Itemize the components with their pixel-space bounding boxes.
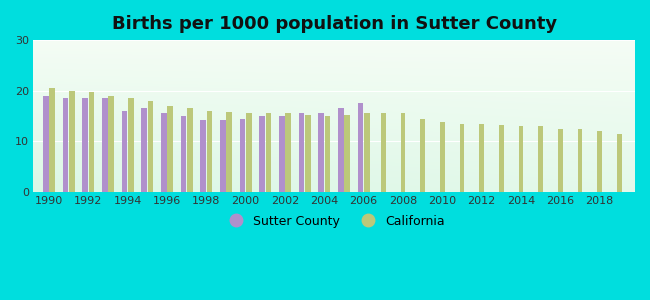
Bar (187, 108, 192, 192)
Bar (597, 131, 602, 192)
Bar (246, 113, 252, 192)
Bar (266, 113, 271, 192)
Bar (338, 108, 344, 192)
Bar (69, 91, 75, 192)
Bar (325, 116, 330, 192)
Bar (460, 124, 464, 192)
Bar (318, 113, 324, 192)
Bar (381, 113, 385, 192)
Bar (538, 126, 543, 192)
Bar (89, 92, 94, 192)
Bar (344, 115, 350, 192)
Bar (142, 108, 147, 192)
Bar (364, 113, 370, 192)
Bar (161, 113, 166, 192)
Bar (168, 106, 173, 192)
Bar (305, 115, 311, 192)
Bar (148, 101, 153, 192)
Bar (299, 113, 304, 192)
Bar (400, 113, 406, 192)
Bar (240, 118, 245, 192)
Bar (102, 98, 108, 192)
Bar (207, 111, 213, 192)
Bar (578, 129, 582, 192)
Bar (83, 98, 88, 192)
Bar (122, 111, 127, 192)
Bar (181, 116, 187, 192)
Bar (279, 116, 285, 192)
Bar (63, 98, 68, 192)
Bar (358, 103, 363, 192)
Bar (200, 120, 206, 192)
Bar (49, 88, 55, 192)
Bar (285, 113, 291, 192)
Bar (479, 124, 484, 192)
Bar (440, 122, 445, 192)
Bar (259, 116, 265, 192)
Bar (226, 112, 232, 192)
Bar (421, 118, 425, 192)
Bar (220, 120, 226, 192)
Legend: Sutter County, California: Sutter County, California (220, 211, 448, 231)
Bar (128, 98, 134, 192)
Title: Births per 1000 population in Sutter County: Births per 1000 population in Sutter Cou… (112, 15, 556, 33)
Bar (558, 129, 563, 192)
Bar (519, 126, 523, 192)
Bar (43, 96, 49, 192)
Bar (499, 125, 504, 192)
Bar (109, 96, 114, 192)
Bar (617, 134, 621, 192)
